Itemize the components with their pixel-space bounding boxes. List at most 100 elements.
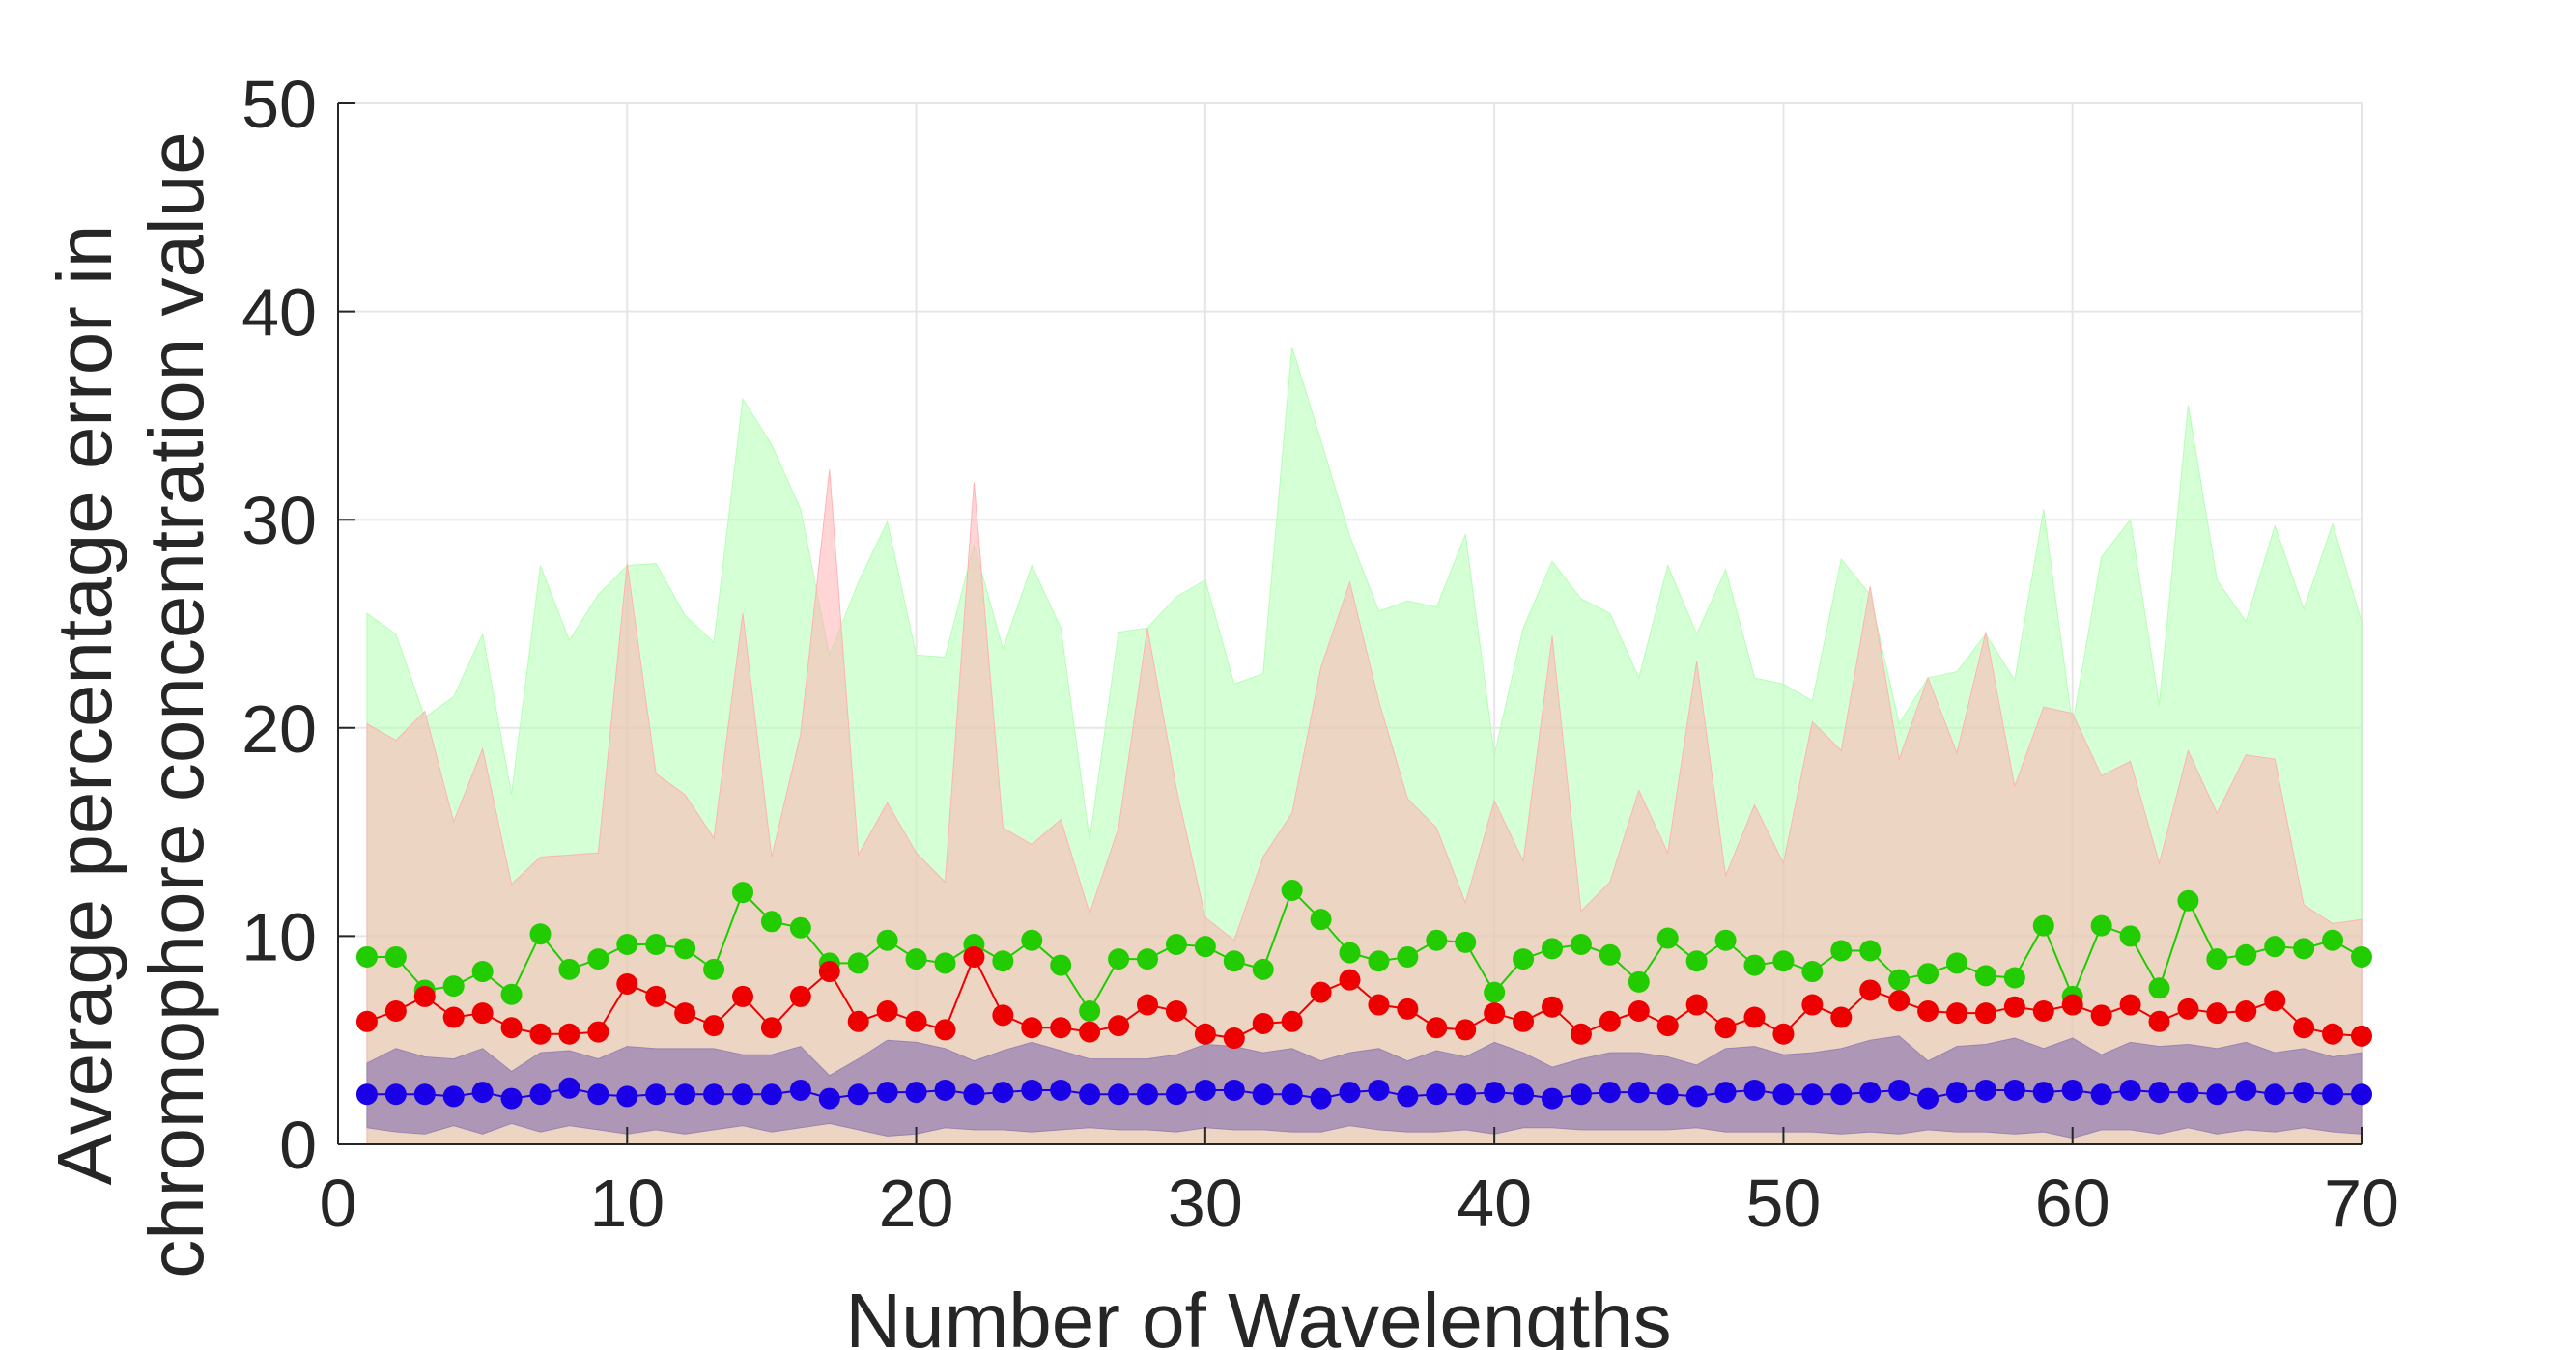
series-2-point (2293, 1017, 2315, 1039)
series-2-point (1570, 1023, 1592, 1045)
series-3-point (2322, 1083, 2344, 1106)
series-2-point (818, 961, 840, 983)
y-tick-label: 30 (241, 483, 317, 558)
series-1-point (529, 923, 552, 945)
series-3-point (1079, 1083, 1101, 1106)
series-3-point (789, 1079, 811, 1101)
series-3-point (1772, 1083, 1795, 1106)
series-3-point (413, 1083, 436, 1106)
series-2-point (384, 1000, 407, 1023)
series-1-point (760, 911, 782, 933)
x-tick-label: 10 (589, 1166, 665, 1241)
series-3-point (732, 1083, 753, 1106)
series-2-point (1165, 1000, 1187, 1023)
series-1-point (1685, 950, 1708, 972)
series-1-point (674, 938, 696, 960)
series-2-point (1252, 1012, 1274, 1034)
series-1-point (1888, 969, 1911, 991)
series-3-point (1542, 1087, 1563, 1110)
series-3-point (587, 1083, 609, 1106)
series-2-point (1050, 1017, 1072, 1039)
series-2-point (2148, 1010, 2170, 1032)
series-1-point (905, 948, 927, 970)
series-2-point (1194, 1023, 1216, 1045)
series-1-point (500, 983, 523, 1005)
series-3-point (1859, 1082, 1882, 1104)
series-2-point (1859, 979, 1882, 1001)
x-tick-label: 50 (1745, 1166, 1821, 1241)
series-1-point (2206, 948, 2228, 970)
y-tick-label: 0 (279, 1108, 317, 1183)
series-1-point (2351, 945, 2372, 968)
series-2-point (1946, 1002, 1967, 1025)
series-3-point (1685, 1085, 1708, 1108)
series-2-point (1656, 1015, 1679, 1037)
series-3-point (529, 1083, 552, 1106)
series-3-point (1455, 1083, 1477, 1106)
series-1-point (2322, 929, 2344, 951)
series-1-point (1050, 954, 1072, 976)
series-2-point (2235, 1000, 2257, 1023)
series-3-point (1397, 1085, 1419, 1108)
y-tick-label: 20 (241, 691, 317, 767)
series-1-point (1513, 948, 1535, 970)
series-1-point (1772, 950, 1795, 972)
series-3-point (2003, 1079, 2025, 1101)
series-2-point (674, 1002, 696, 1025)
series-1-line (366, 888, 2363, 1013)
x-tick-label: 30 (1168, 1166, 1243, 1241)
series-1-point (645, 934, 667, 956)
series-3-point (1339, 1082, 1361, 1104)
y-axis-title-line-2: chromophore concentration value (133, 131, 219, 1278)
series-2-point (1628, 1000, 1650, 1023)
series-2-point (2322, 1023, 2344, 1045)
series-1-point (1137, 948, 1158, 970)
series-3-point (1223, 1079, 1245, 1101)
series-2-point (1888, 990, 1911, 1012)
series-2-point (645, 985, 667, 1007)
series-3-point (1252, 1083, 1274, 1106)
series-3-point (1917, 1087, 1939, 1110)
series-1-point (934, 952, 956, 974)
series-2-point (2003, 996, 2025, 1018)
series-1-point (1079, 1000, 1101, 1023)
series-1-point (1714, 929, 1737, 951)
series-1-point (1108, 948, 1130, 970)
series-1-point (1917, 963, 1939, 985)
axes (337, 102, 2363, 1145)
series-2-point (2264, 990, 2286, 1012)
series-2-point (2206, 1002, 2228, 1025)
series-3-point (1513, 1083, 1535, 1106)
series-3-point (1137, 1083, 1158, 1106)
series-3-point (1656, 1083, 1679, 1106)
series-1-point (1021, 929, 1043, 951)
series-2-point (1368, 994, 1390, 1016)
series-2-point (1974, 1002, 1996, 1025)
series-1-point (384, 945, 407, 968)
series-2-point (2061, 994, 2083, 1016)
series-3-point (1801, 1083, 1824, 1106)
series-1-point (587, 948, 609, 970)
series-3-point (1743, 1079, 1766, 1101)
series-3-point (2148, 1082, 2170, 1104)
series-3-point (963, 1083, 985, 1106)
series-1-point (2293, 938, 2315, 960)
tick-labels: 0 10 20 30 40 50 60 70 0 10 20 30 40 50 (241, 67, 2399, 1241)
series-1-point (471, 961, 494, 983)
series-3-point (355, 1083, 378, 1106)
series-3-point (558, 1077, 580, 1099)
series-3-point (934, 1079, 956, 1101)
series-2-point (732, 985, 753, 1007)
series-3-point (1714, 1082, 1737, 1104)
series-3-point (1946, 1082, 1967, 1104)
series-3-point (1830, 1083, 1853, 1106)
series-2-point (703, 1015, 725, 1037)
series-1-point (1281, 879, 1303, 901)
series-1-point (1599, 943, 1621, 966)
series-2-point (905, 1010, 927, 1032)
series-1-point (1974, 965, 1996, 987)
series-3-point (2090, 1083, 2112, 1106)
series-2-point (1079, 1021, 1101, 1043)
series-1-point (1339, 942, 1361, 964)
series-1-point (2148, 977, 2170, 999)
